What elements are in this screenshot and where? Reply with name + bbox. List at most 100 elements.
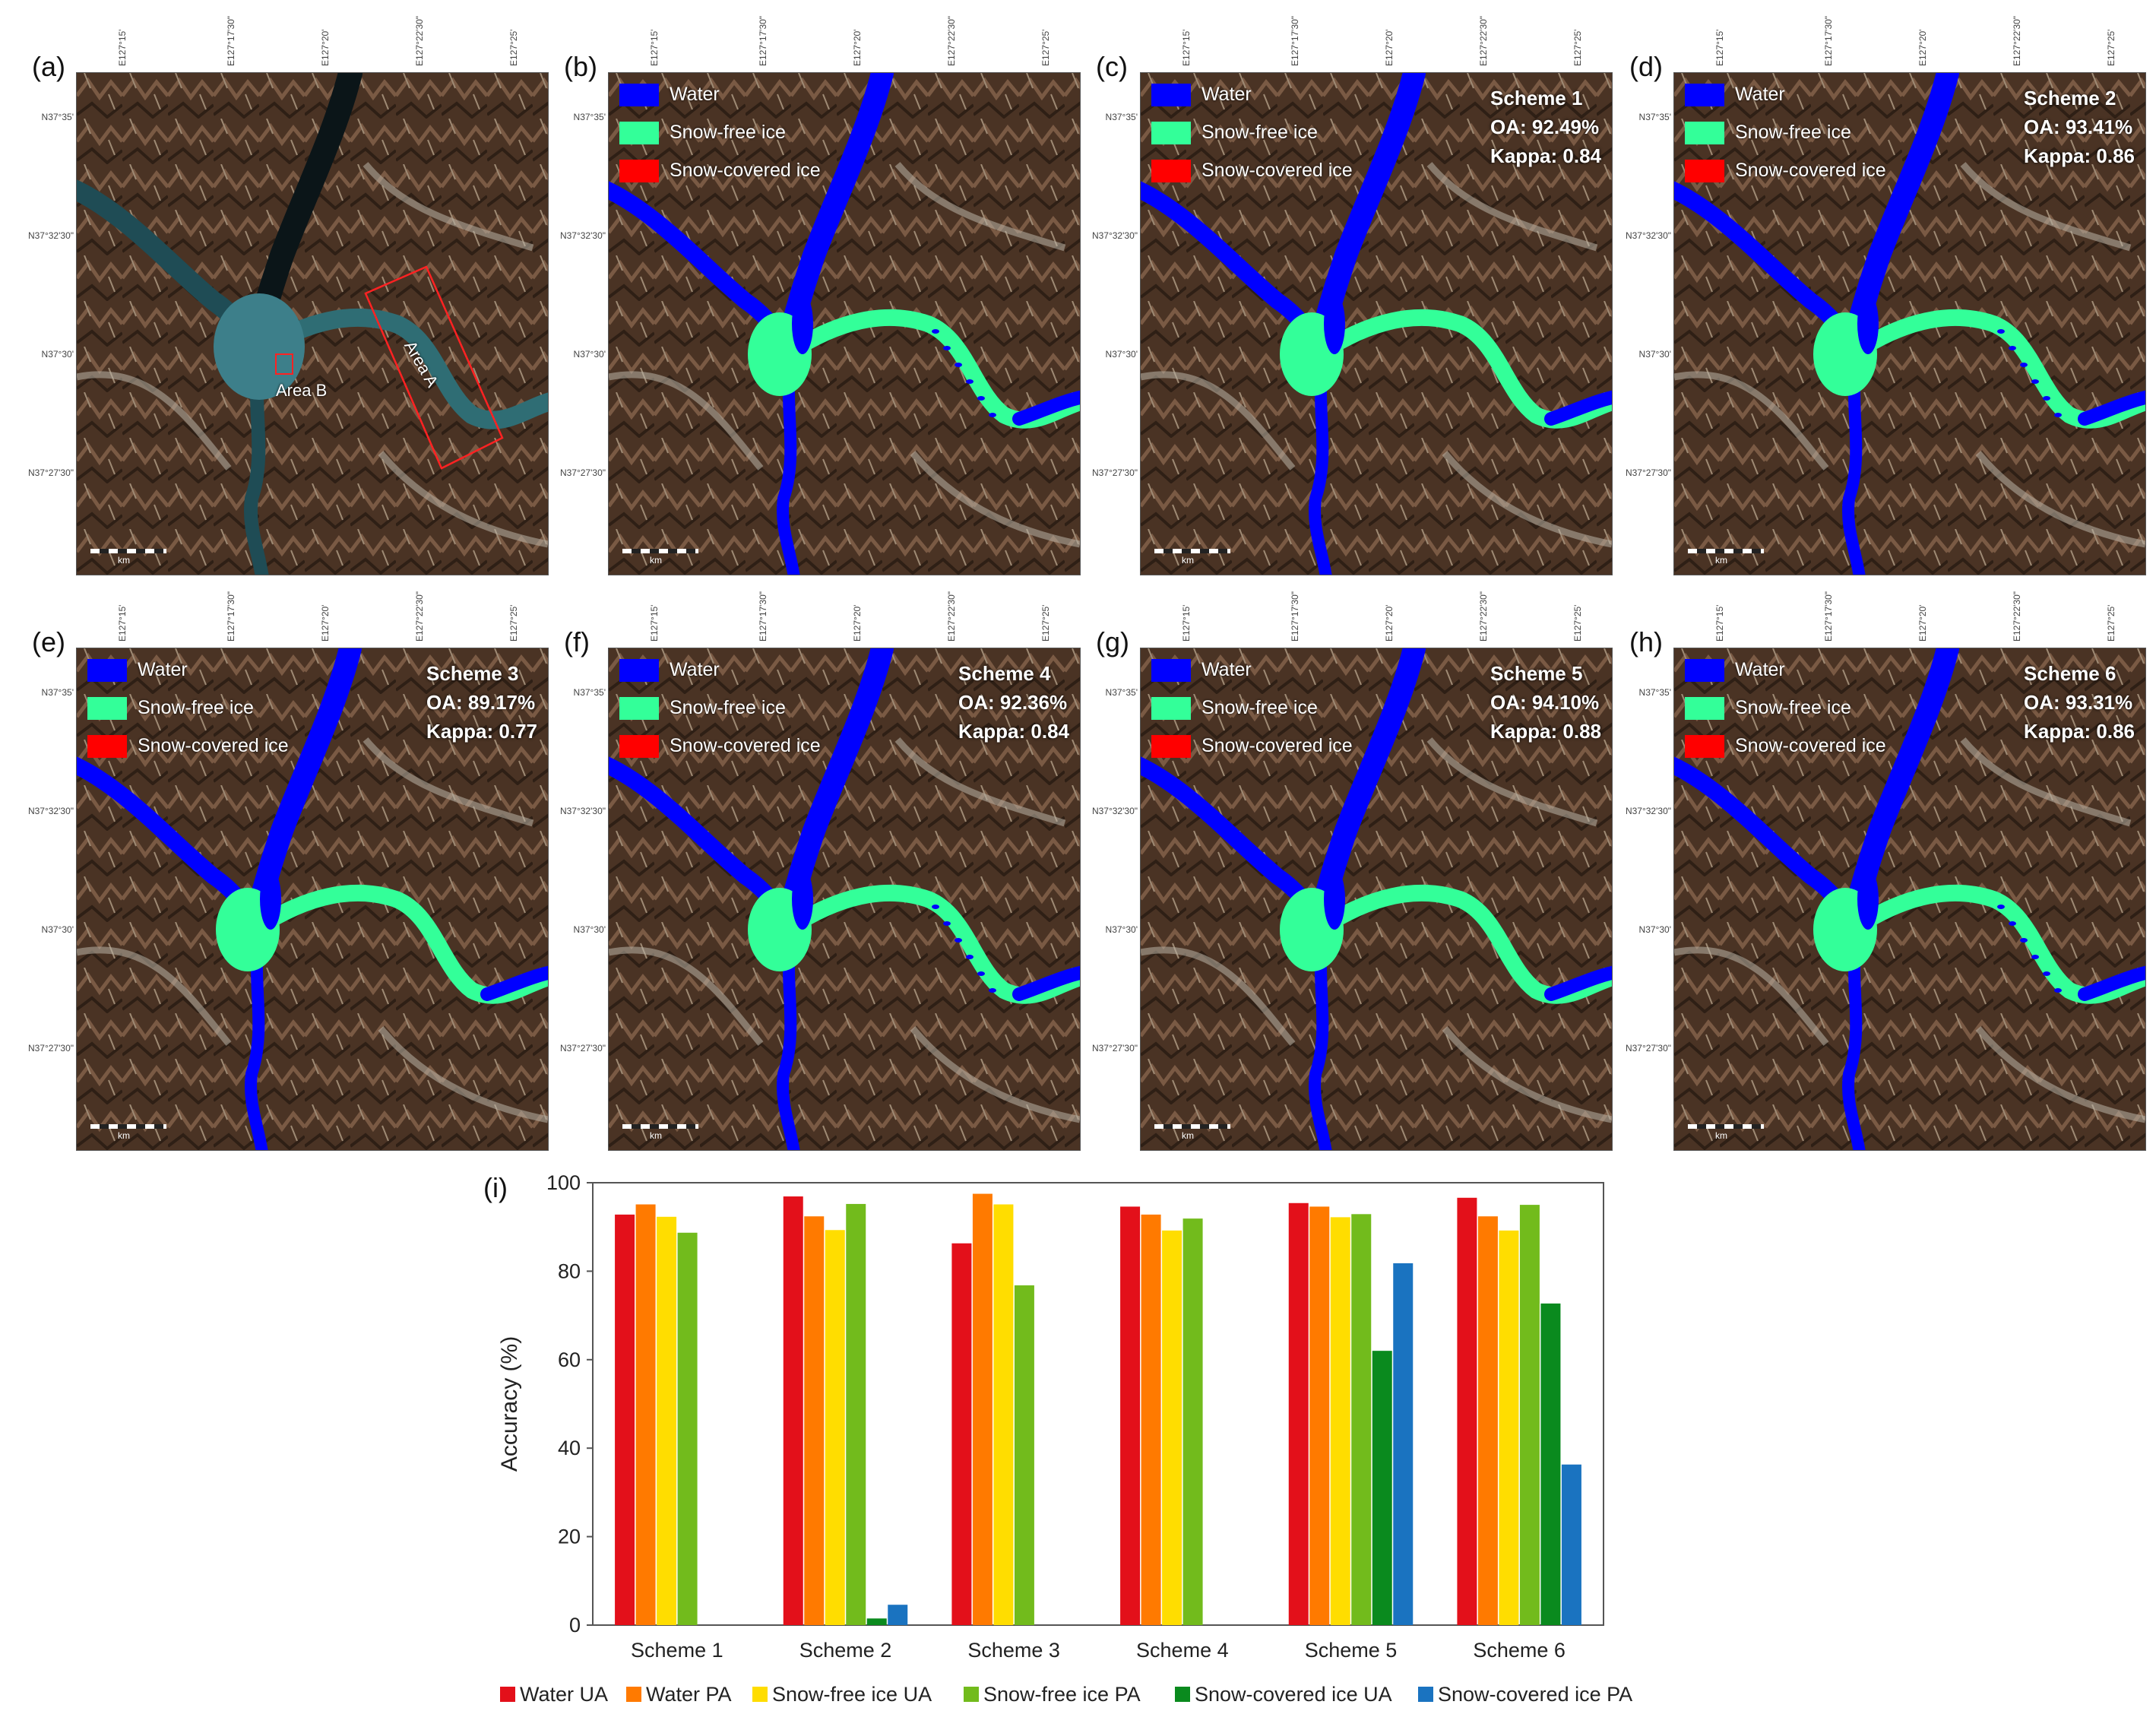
bar <box>1561 1464 1581 1625</box>
latitude-labels: N37°35' N37°32'30" N37°30' N37°27'30" <box>536 72 606 574</box>
classified-river <box>1141 73 1612 575</box>
bar <box>677 1232 698 1625</box>
bar <box>1182 1218 1203 1625</box>
bar <box>1372 1351 1392 1625</box>
chart-legend-swatch <box>500 1687 515 1702</box>
bar <box>615 1214 635 1625</box>
map-panel: (c) E127°15' E127°17'30" E127°20' E127°22'30… <box>1092 16 1673 635</box>
scale-bar: km <box>90 544 174 567</box>
valley-lines <box>77 737 548 1123</box>
map-panel: (g) E127°15' E127°17'30" E127°20' E127°22'30… <box>1092 591 1673 1210</box>
longitude-labels: E127°15' E127°17'30" E127°20' E127°22'30" E1… <box>1673 10 2145 66</box>
chart-legend-swatch <box>626 1687 641 1702</box>
legend-label: Snow-free ice <box>670 697 786 718</box>
latitude-labels: N37°35' N37°32'30" N37°30' N37°27'30" <box>1601 72 1671 574</box>
kappa-value: Kappa: 0.88 <box>1490 720 1601 743</box>
scale-unit: km <box>118 555 130 566</box>
latitude-tick-label: N37°35' <box>1638 112 1671 122</box>
longitude-tick-label: E127°20' <box>1383 29 1395 66</box>
legend-swatch <box>619 160 659 182</box>
scheme-stats: Scheme 5 OA: 94.10% Kappa: 0.88 <box>1490 659 1601 746</box>
overall-accuracy: OA: 89.17% <box>426 691 536 714</box>
longitude-tick-label: E127°25' <box>2105 604 2116 642</box>
legend-label: Water <box>670 84 720 105</box>
valley-lines <box>609 737 1080 1123</box>
latitude-tick-label: N37°32'30" <box>1091 230 1138 241</box>
legend-swatch <box>619 735 659 758</box>
latitude-tick-label: N37°30' <box>41 924 74 935</box>
x-tick-label: Scheme 2 <box>799 1639 892 1662</box>
legend-label: Snow-covered ice <box>670 735 821 756</box>
longitude-tick-label: E127°15' <box>117 604 128 642</box>
latitude-tick-label: N37°35' <box>41 687 74 698</box>
legend-swatch <box>1685 84 1724 106</box>
longitude-tick-label: E127°15' <box>1181 29 1192 66</box>
scale-bar: km <box>622 1120 706 1142</box>
overall-accuracy: OA: 92.36% <box>958 691 1068 714</box>
area-a-box <box>364 265 504 470</box>
chart-legend-label: Snow-covered ice PA <box>1438 1683 1632 1706</box>
legend-swatch <box>619 697 659 720</box>
panel-tag: (c) <box>1096 51 1128 82</box>
scheme-name: Scheme 3 <box>426 662 519 685</box>
chart-panel-label: (i) <box>483 1172 508 1203</box>
legend-swatch <box>87 697 127 720</box>
longitude-labels: E127°15' E127°17'30" E127°20' E127°22'30" E1… <box>1140 585 1611 642</box>
scale-unit: km <box>1715 555 1727 566</box>
longitude-tick-label: E127°25' <box>1572 29 1583 66</box>
latitude-tick-label: N37°27'30" <box>1091 467 1138 478</box>
longitude-tick-label: E127°17'30" <box>757 591 768 642</box>
legend-label: Snow-covered ice <box>1735 160 1886 181</box>
map-panel: (a) E127°15' E127°17'30" E127°20' E127°22'30… <box>28 16 609 635</box>
classified-river <box>609 648 1080 1150</box>
bar <box>1477 1216 1498 1625</box>
map-panel: (e) E127°15' E127°17'30" E127°20' E127°22'30… <box>28 591 609 1210</box>
latitude-tick-label: N37°32'30" <box>27 806 74 816</box>
latitude-tick-label: N37°32'30" <box>1625 806 1671 816</box>
legend-swatch <box>1151 735 1191 758</box>
panel-tag: (a) <box>32 51 65 82</box>
bar <box>657 1216 677 1625</box>
bar <box>1309 1206 1330 1625</box>
classified-river <box>609 73 1080 575</box>
panel-tag: (g) <box>1096 626 1129 657</box>
bar <box>1519 1205 1540 1625</box>
latitude-tick-label: N37°27'30" <box>1091 1043 1138 1054</box>
map-panel: (f) E127°15' E127°17'30" E127°20' E127°22'30… <box>560 591 1141 1210</box>
longitude-tick-label: E127°17'30" <box>1289 591 1300 642</box>
longitude-tick-label: E127°22'30" <box>945 591 957 642</box>
legend-swatch <box>619 84 659 106</box>
bar <box>825 1230 845 1625</box>
y-tick-label: 0 <box>569 1614 581 1637</box>
bar <box>888 1605 908 1625</box>
x-tick-label: Scheme 4 <box>1136 1639 1229 1662</box>
latitude-tick-label: N37°35' <box>573 687 606 698</box>
legend-swatch <box>619 659 659 682</box>
panel-tag: (h) <box>1629 626 1663 657</box>
longitude-tick-label: E127°22'30" <box>2011 15 2022 66</box>
latitude-tick-label: N37°32'30" <box>1091 806 1138 816</box>
latitude-labels: N37°35' N37°32'30" N37°30' N37°27'30" <box>536 648 606 1149</box>
bar <box>972 1193 993 1625</box>
bar <box>804 1216 825 1625</box>
bar <box>1014 1285 1034 1625</box>
latitude-tick-label: N37°30' <box>1638 924 1671 935</box>
bar <box>846 1203 866 1625</box>
latitude-tick-label: N37°30' <box>1638 349 1671 360</box>
latitude-labels: N37°35' N37°32'30" N37°30' N37°27'30" <box>1068 72 1138 574</box>
area-b-box <box>275 353 293 375</box>
chart-legend-label: Water PA <box>646 1683 732 1706</box>
longitude-tick-label: E127°25' <box>1040 604 1051 642</box>
longitude-tick-label: E127°25' <box>1572 604 1583 642</box>
legend-label: Water <box>1201 659 1252 680</box>
map-panels: (a) E127°15' E127°17'30" E127°20' E127°22'30… <box>28 10 2146 1151</box>
longitude-tick-label: E127°22'30" <box>945 15 957 66</box>
legend-label: Snow-covered ice <box>1201 160 1353 181</box>
scheme-stats: Scheme 2 OA: 93.41% Kappa: 0.86 <box>2024 84 2135 170</box>
map-image: Water Snow-free ice Snow-covered ice Scheme… <box>1140 648 1613 1151</box>
latitude-tick-label: N37°27'30" <box>559 467 606 478</box>
x-tick-label: Scheme 6 <box>1473 1639 1566 1662</box>
scale-unit: km <box>650 1130 662 1141</box>
kappa-value: Kappa: 0.86 <box>2024 720 2135 743</box>
latitude-tick-label: N37°30' <box>41 349 74 360</box>
